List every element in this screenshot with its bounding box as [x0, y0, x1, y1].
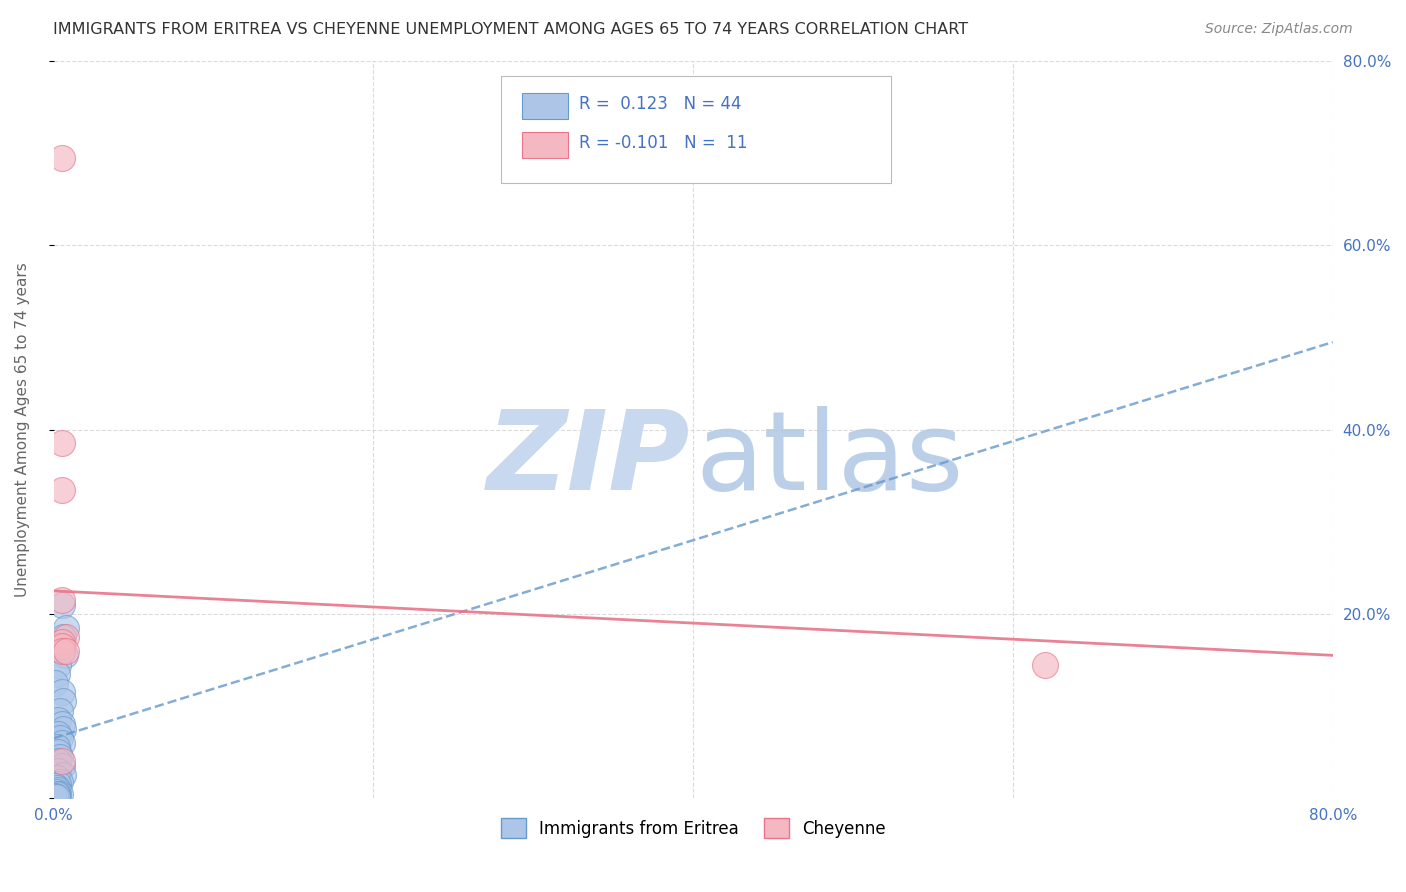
Point	[51, 644, 73, 658]
Point	[52, 768, 75, 782]
Point	[48, 657, 70, 672]
Point	[48, 777, 70, 791]
FancyBboxPatch shape	[502, 76, 891, 183]
Point	[51, 759, 73, 773]
Point	[49, 774, 72, 789]
Point	[45, 790, 67, 805]
Point	[51, 634, 73, 648]
Point	[1033, 657, 1056, 672]
Point	[51, 639, 73, 653]
Point	[48, 789, 70, 803]
Point	[52, 694, 75, 708]
FancyBboxPatch shape	[522, 93, 568, 119]
Point	[45, 666, 67, 681]
Point	[45, 780, 67, 795]
Point	[51, 754, 73, 768]
FancyBboxPatch shape	[522, 132, 568, 158]
Point	[55, 644, 77, 658]
Point	[44, 790, 66, 805]
Point	[49, 787, 72, 801]
Point	[49, 749, 72, 764]
Point	[45, 790, 67, 805]
Point	[45, 785, 67, 799]
Point	[45, 789, 67, 803]
Y-axis label: Unemployment Among Ages 65 to 74 years: Unemployment Among Ages 65 to 74 years	[15, 262, 30, 597]
Point	[48, 745, 70, 759]
Point	[44, 789, 66, 804]
Legend: Immigrants from Eritrea, Cheyenne: Immigrants from Eritrea, Cheyenne	[494, 812, 893, 845]
Point	[55, 630, 77, 644]
Point	[51, 736, 73, 750]
Point	[51, 151, 73, 165]
Point	[55, 621, 77, 635]
Point	[44, 676, 66, 690]
Point	[44, 790, 66, 805]
Point	[51, 593, 73, 607]
Point	[49, 731, 72, 746]
Point	[48, 764, 70, 778]
Point	[45, 771, 67, 785]
Point	[53, 648, 76, 663]
Text: Source: ZipAtlas.com: Source: ZipAtlas.com	[1205, 22, 1353, 37]
Point	[45, 740, 67, 755]
Point	[48, 726, 70, 740]
Point	[48, 782, 70, 797]
Point	[44, 789, 66, 804]
Point	[49, 704, 72, 718]
Text: atlas: atlas	[696, 406, 965, 513]
Point	[52, 630, 75, 644]
Text: R = -0.101   N =  11: R = -0.101 N = 11	[579, 134, 748, 152]
Point	[48, 713, 70, 727]
Point	[44, 791, 66, 805]
Point	[51, 717, 73, 731]
Point	[52, 722, 75, 736]
Text: R =  0.123   N = 44: R = 0.123 N = 44	[579, 95, 742, 113]
Point	[51, 685, 73, 699]
Point	[51, 483, 73, 497]
Point	[49, 639, 72, 653]
Point	[48, 754, 70, 768]
Point	[44, 791, 66, 805]
Text: IMMIGRANTS FROM ERITREA VS CHEYENNE UNEMPLOYMENT AMONG AGES 65 TO 74 YEARS CORRE: IMMIGRANTS FROM ERITREA VS CHEYENNE UNEM…	[53, 22, 969, 37]
Point	[51, 598, 73, 612]
Point	[45, 788, 67, 802]
Point	[51, 436, 73, 450]
Point	[45, 790, 67, 805]
Point	[44, 779, 66, 793]
Text: ZIP: ZIP	[486, 406, 690, 513]
